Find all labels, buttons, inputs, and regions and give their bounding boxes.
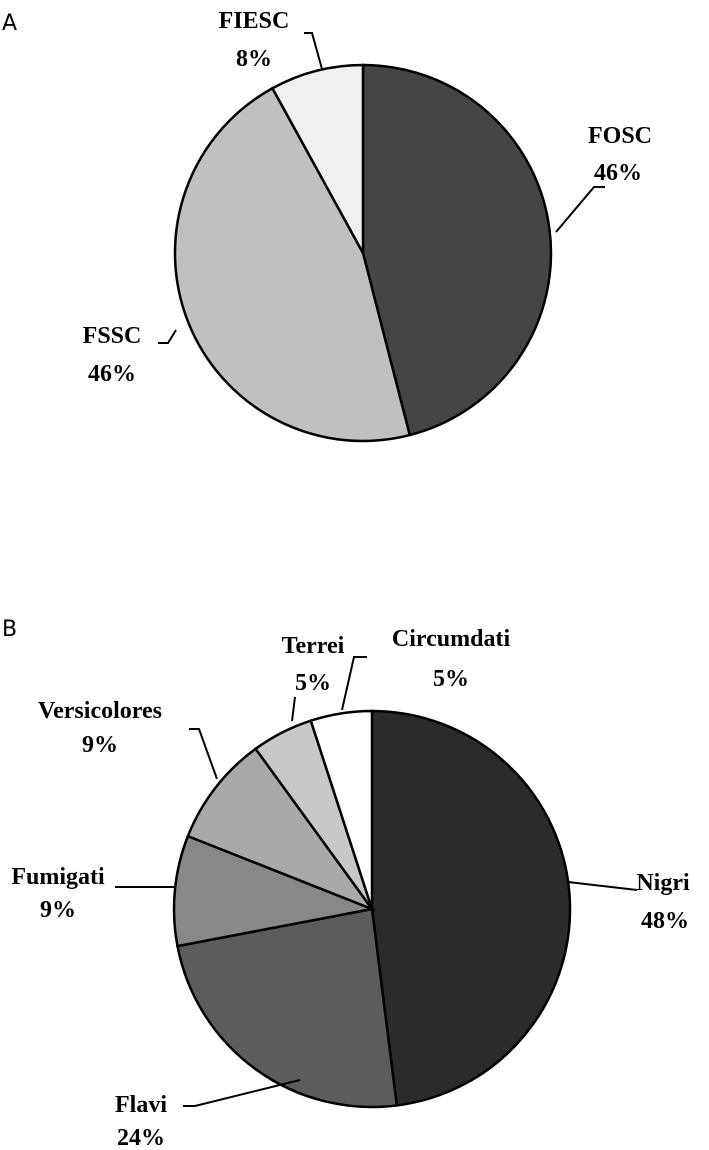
slice-label-versicolores: Versicolores: [38, 698, 162, 724]
slice-percent-fosc: 46%: [594, 160, 642, 186]
slice-percent-fumigati: 9%: [40, 897, 76, 923]
panel-label-a: A: [2, 11, 17, 36]
slice-percent-versicolores: 9%: [82, 732, 118, 758]
leader-line-flavi: [183, 1079, 301, 1107]
pie-chart-b: B Nigri 48% Flavi 24% Fumigati 9% Versicolores…: [2, 617, 690, 1150]
leader-line-fssc: [158, 329, 177, 344]
slice-percent-fiesc: 8%: [236, 46, 272, 72]
pie-slice-fosc: [361, 63, 553, 437]
slice-percent-circumdati: 5%: [433, 666, 469, 692]
leader-line-circumdati: [341, 656, 367, 711]
leader-line-fiesc: [304, 32, 323, 70]
leader-line-versicolores: [189, 728, 218, 780]
slice-label-circumdati: Circumdati: [392, 626, 511, 652]
slice-label-nigri: Nigri: [636, 870, 690, 896]
slice-label-fumigati: Fumigati: [11, 864, 105, 890]
pie-slice-fiesc: [270, 63, 365, 254]
slice-percent-nigri: 48%: [641, 908, 689, 934]
pie-slice-fumigati: [172, 834, 377, 948]
pie-slice-fssc: [173, 86, 412, 443]
slice-percent-flavi: 24%: [117, 1125, 165, 1150]
slice-label-terrei: Terrei: [282, 633, 345, 659]
panel-label-b: B: [2, 617, 17, 642]
slice-label-fssc: FSSC: [83, 323, 142, 349]
slice-percent-terrei: 5%: [295, 670, 331, 696]
leader-line-fosc: [555, 186, 605, 233]
slice-percent-fssc: 46%: [88, 361, 136, 387]
leader-line-terrei: [291, 696, 296, 722]
slice-label-fosc: FOSC: [588, 123, 652, 149]
pie-slice-versicolores: [186, 747, 376, 912]
slice-label-fiesc: FIESC: [219, 8, 290, 34]
pie-slice-nigri: [370, 709, 572, 1107]
leader-line-nigri: [567, 881, 638, 891]
pie-chart-a: A FOSC 46% FSSC 46% FIESC 8%: [2, 8, 652, 443]
pie-slice-circumdati: [309, 709, 374, 910]
pie-slice-flavi: [176, 907, 399, 1109]
slice-label-flavi: Flavi: [115, 1092, 167, 1118]
